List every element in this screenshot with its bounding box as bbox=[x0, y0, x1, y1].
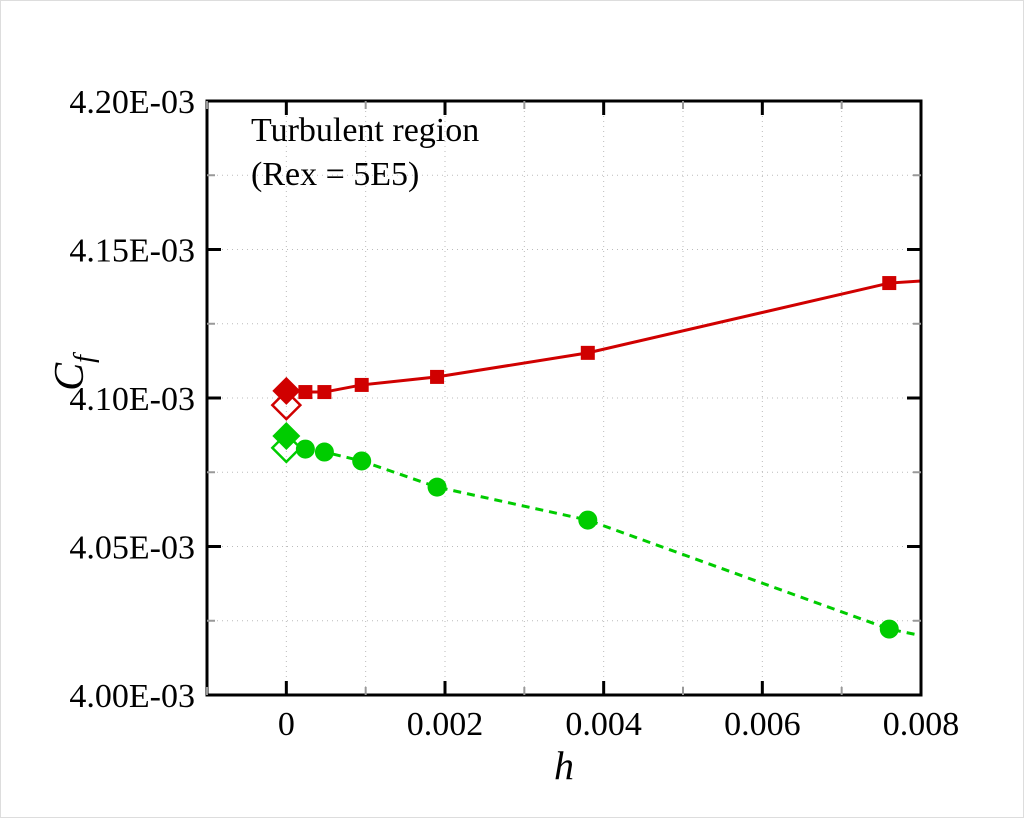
data-point-diamond-open bbox=[272, 434, 300, 462]
data-point-square bbox=[355, 378, 369, 392]
x-tick-label: 0 bbox=[278, 706, 295, 743]
data-point-diamond-open bbox=[272, 391, 300, 419]
y-tick-label: 4.00E-03 bbox=[69, 678, 195, 715]
y-tick-label: 4.20E-03 bbox=[69, 84, 195, 121]
data-point-square bbox=[430, 370, 444, 384]
ticks: 4.00E-03 4.05E-03 4.10E-03 4.15E-03 4.20E-03… bbox=[69, 84, 959, 743]
y-tick-label: 4.10E-03 bbox=[69, 381, 195, 418]
series-line-1 bbox=[305, 449, 921, 636]
x-tick-label: 0.002 bbox=[407, 706, 484, 743]
data-point-circle bbox=[296, 440, 315, 459]
data-point-diamond-filled bbox=[272, 422, 300, 450]
data-point-square bbox=[298, 385, 312, 399]
y-tick-label: 4.15E-03 bbox=[69, 233, 195, 270]
annotation-line-2: (Rex = 5E5) bbox=[251, 156, 419, 193]
y-axis-label-sub: f bbox=[69, 352, 100, 363]
data-point-square bbox=[882, 276, 896, 290]
x-tick-label: 0.004 bbox=[565, 706, 642, 743]
series-line-0 bbox=[305, 281, 921, 392]
data-point-circle bbox=[578, 511, 597, 530]
data-point-circle bbox=[315, 443, 334, 462]
x-axis-label: h bbox=[554, 743, 574, 788]
data-point-circle bbox=[880, 620, 899, 639]
grid bbox=[207, 101, 922, 695]
x-tick-label: 0.006 bbox=[724, 706, 801, 743]
data-point-square bbox=[581, 346, 595, 360]
x-tick-label: 0.008 bbox=[883, 706, 960, 743]
y-axis-label-main: C bbox=[47, 362, 93, 391]
data-point-circle bbox=[352, 451, 371, 470]
data-point-circle bbox=[428, 478, 447, 497]
y-axis-label: Cf bbox=[47, 352, 100, 391]
svg-text:Cf: Cf bbox=[47, 352, 100, 391]
y-tick-label: 4.05E-03 bbox=[69, 530, 195, 567]
data-point-square bbox=[317, 385, 331, 399]
data-point-diamond-filled bbox=[272, 377, 300, 405]
annotation-line-1: Turbulent region bbox=[251, 112, 479, 149]
series-layer bbox=[272, 276, 921, 639]
